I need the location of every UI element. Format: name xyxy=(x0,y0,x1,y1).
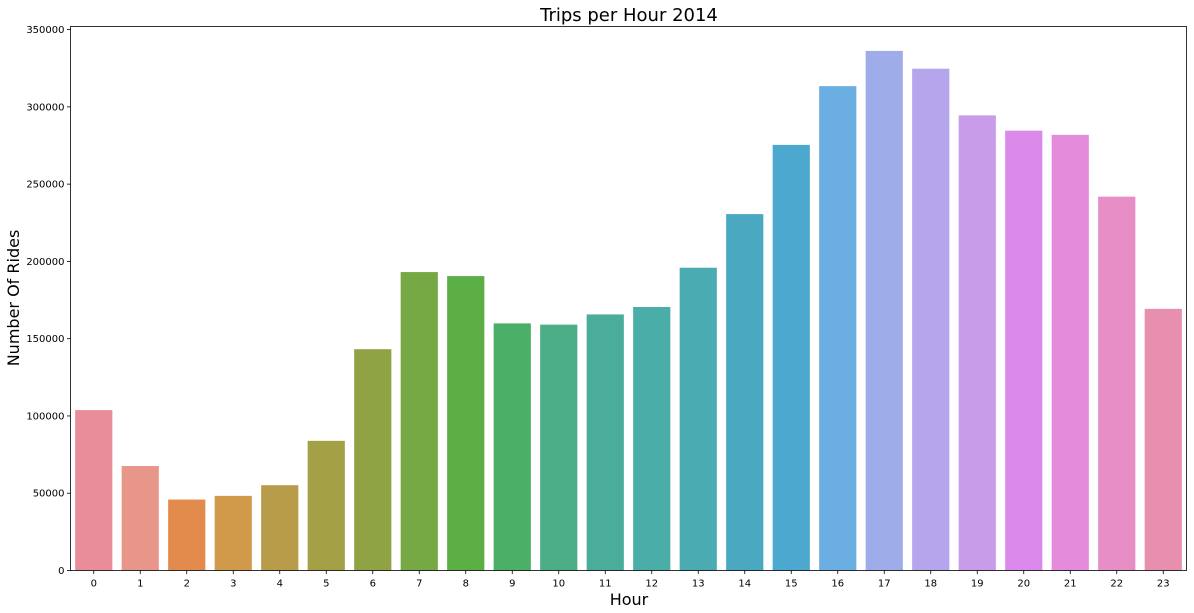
bar-hour-21 xyxy=(1051,134,1089,571)
x-tick-label: 20 xyxy=(1017,579,1030,590)
plot-frame xyxy=(70,26,1187,571)
bar-hour-10 xyxy=(540,324,578,571)
bar-hour-14 xyxy=(726,214,764,571)
bar-hour-13 xyxy=(679,267,717,571)
x-tick-label: 17 xyxy=(878,579,891,590)
x-tick-label: 6 xyxy=(370,579,376,590)
x-tick-label: 7 xyxy=(416,579,422,590)
bar-hour-7 xyxy=(400,272,438,571)
y-axis-label: Number Of Rides xyxy=(4,230,23,367)
x-tick-label: 1 xyxy=(137,579,143,590)
bar-hour-4 xyxy=(261,485,299,571)
x-tick-label: 2 xyxy=(184,579,190,590)
y-tick-label: 300000 xyxy=(26,102,64,113)
bar-hour-12 xyxy=(633,307,671,571)
y-tick-label: 0 xyxy=(58,566,64,577)
x-axis-ticks: 0 1 2 3 4 5 6 7 8 9 10 11 12 13 14 15 16 17 18 19 20 21 22 23 xyxy=(91,570,1170,590)
x-axis-label: Hour xyxy=(610,590,649,609)
x-tick-label: 22 xyxy=(1110,579,1123,590)
x-tick-label: 0 xyxy=(91,579,97,590)
x-tick-label: 23 xyxy=(1157,579,1170,590)
x-tick-label: 15 xyxy=(785,579,798,590)
x-tick-label: 8 xyxy=(463,579,469,590)
x-tick-label: 3 xyxy=(230,579,236,590)
bar-hour-0 xyxy=(75,410,113,571)
y-tick-label: 250000 xyxy=(26,180,64,191)
y-tick-label: 350000 xyxy=(26,25,64,36)
bar-hour-15 xyxy=(772,144,810,571)
x-tick-label: 9 xyxy=(509,579,515,590)
y-tick-label: 100000 xyxy=(26,411,64,422)
y-axis-ticks: 0 50000 100000 150000 200000 250000 300000 3500… xyxy=(26,25,71,577)
bar-hour-9 xyxy=(493,323,531,571)
x-tick-label: 13 xyxy=(692,579,705,590)
y-tick-label: 150000 xyxy=(26,334,64,345)
x-tick-label: 5 xyxy=(323,579,329,590)
x-tick-label: 10 xyxy=(552,579,565,590)
bar-hour-23 xyxy=(1144,308,1182,571)
x-tick-label: 11 xyxy=(599,579,612,590)
x-tick-label: 16 xyxy=(831,579,844,590)
bar-hour-16 xyxy=(819,86,857,571)
bar-hour-2 xyxy=(168,499,206,571)
y-tick-label: 200000 xyxy=(26,257,64,268)
bar-hour-11 xyxy=(586,314,624,571)
bar-hour-17 xyxy=(865,50,903,571)
bars-group xyxy=(75,50,1182,571)
x-tick-label: 14 xyxy=(738,579,751,590)
bar-hour-5 xyxy=(307,440,345,571)
chart-title: Trips per Hour 2014 xyxy=(539,5,718,26)
x-tick-label: 19 xyxy=(971,579,984,590)
x-tick-label: 18 xyxy=(924,579,937,590)
bar-hour-1 xyxy=(121,466,159,571)
x-tick-label: 12 xyxy=(645,579,658,590)
bar-hour-20 xyxy=(1005,130,1043,571)
bar-hour-6 xyxy=(354,349,392,571)
bar-hour-22 xyxy=(1098,196,1136,571)
bar-hour-19 xyxy=(958,115,996,571)
bar-hour-18 xyxy=(912,68,950,571)
x-tick-label: 4 xyxy=(277,579,283,590)
x-tick-label: 21 xyxy=(1064,579,1077,590)
bar-hour-3 xyxy=(214,495,252,571)
bar-hour-8 xyxy=(447,276,485,571)
y-tick-label: 50000 xyxy=(33,489,65,500)
